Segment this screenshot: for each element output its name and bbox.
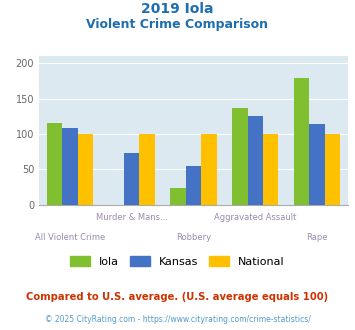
Bar (124, 153, 140, 205)
Bar (62, 127, 78, 205)
Bar (232, 109, 247, 205)
Bar (201, 134, 217, 205)
Text: Robbery: Robbery (176, 233, 211, 242)
Bar (247, 116, 263, 205)
Text: Violent Crime Comparison: Violent Crime Comparison (87, 18, 268, 31)
Text: © 2025 CityRating.com - https://www.cityrating.com/crime-statistics/: © 2025 CityRating.com - https://www.city… (45, 315, 310, 324)
Text: Compared to U.S. average. (U.S. average equals 100): Compared to U.S. average. (U.S. average … (26, 292, 329, 302)
Text: Murder & Mans...: Murder & Mans... (96, 213, 168, 222)
Bar (140, 134, 155, 205)
Text: 2019 Iola: 2019 Iola (141, 2, 214, 16)
Text: Aggravated Assault: Aggravated Assault (214, 213, 296, 222)
Bar (294, 78, 309, 205)
Text: Rape: Rape (306, 233, 328, 242)
Bar (47, 122, 62, 205)
Bar (263, 134, 278, 205)
Bar (186, 166, 201, 205)
Bar (325, 134, 340, 205)
Bar (309, 124, 325, 205)
Legend: Iola, Kansas, National: Iola, Kansas, National (70, 256, 285, 267)
Text: All Violent Crime: All Violent Crime (35, 233, 105, 242)
Bar (170, 188, 186, 205)
Bar (78, 134, 93, 205)
